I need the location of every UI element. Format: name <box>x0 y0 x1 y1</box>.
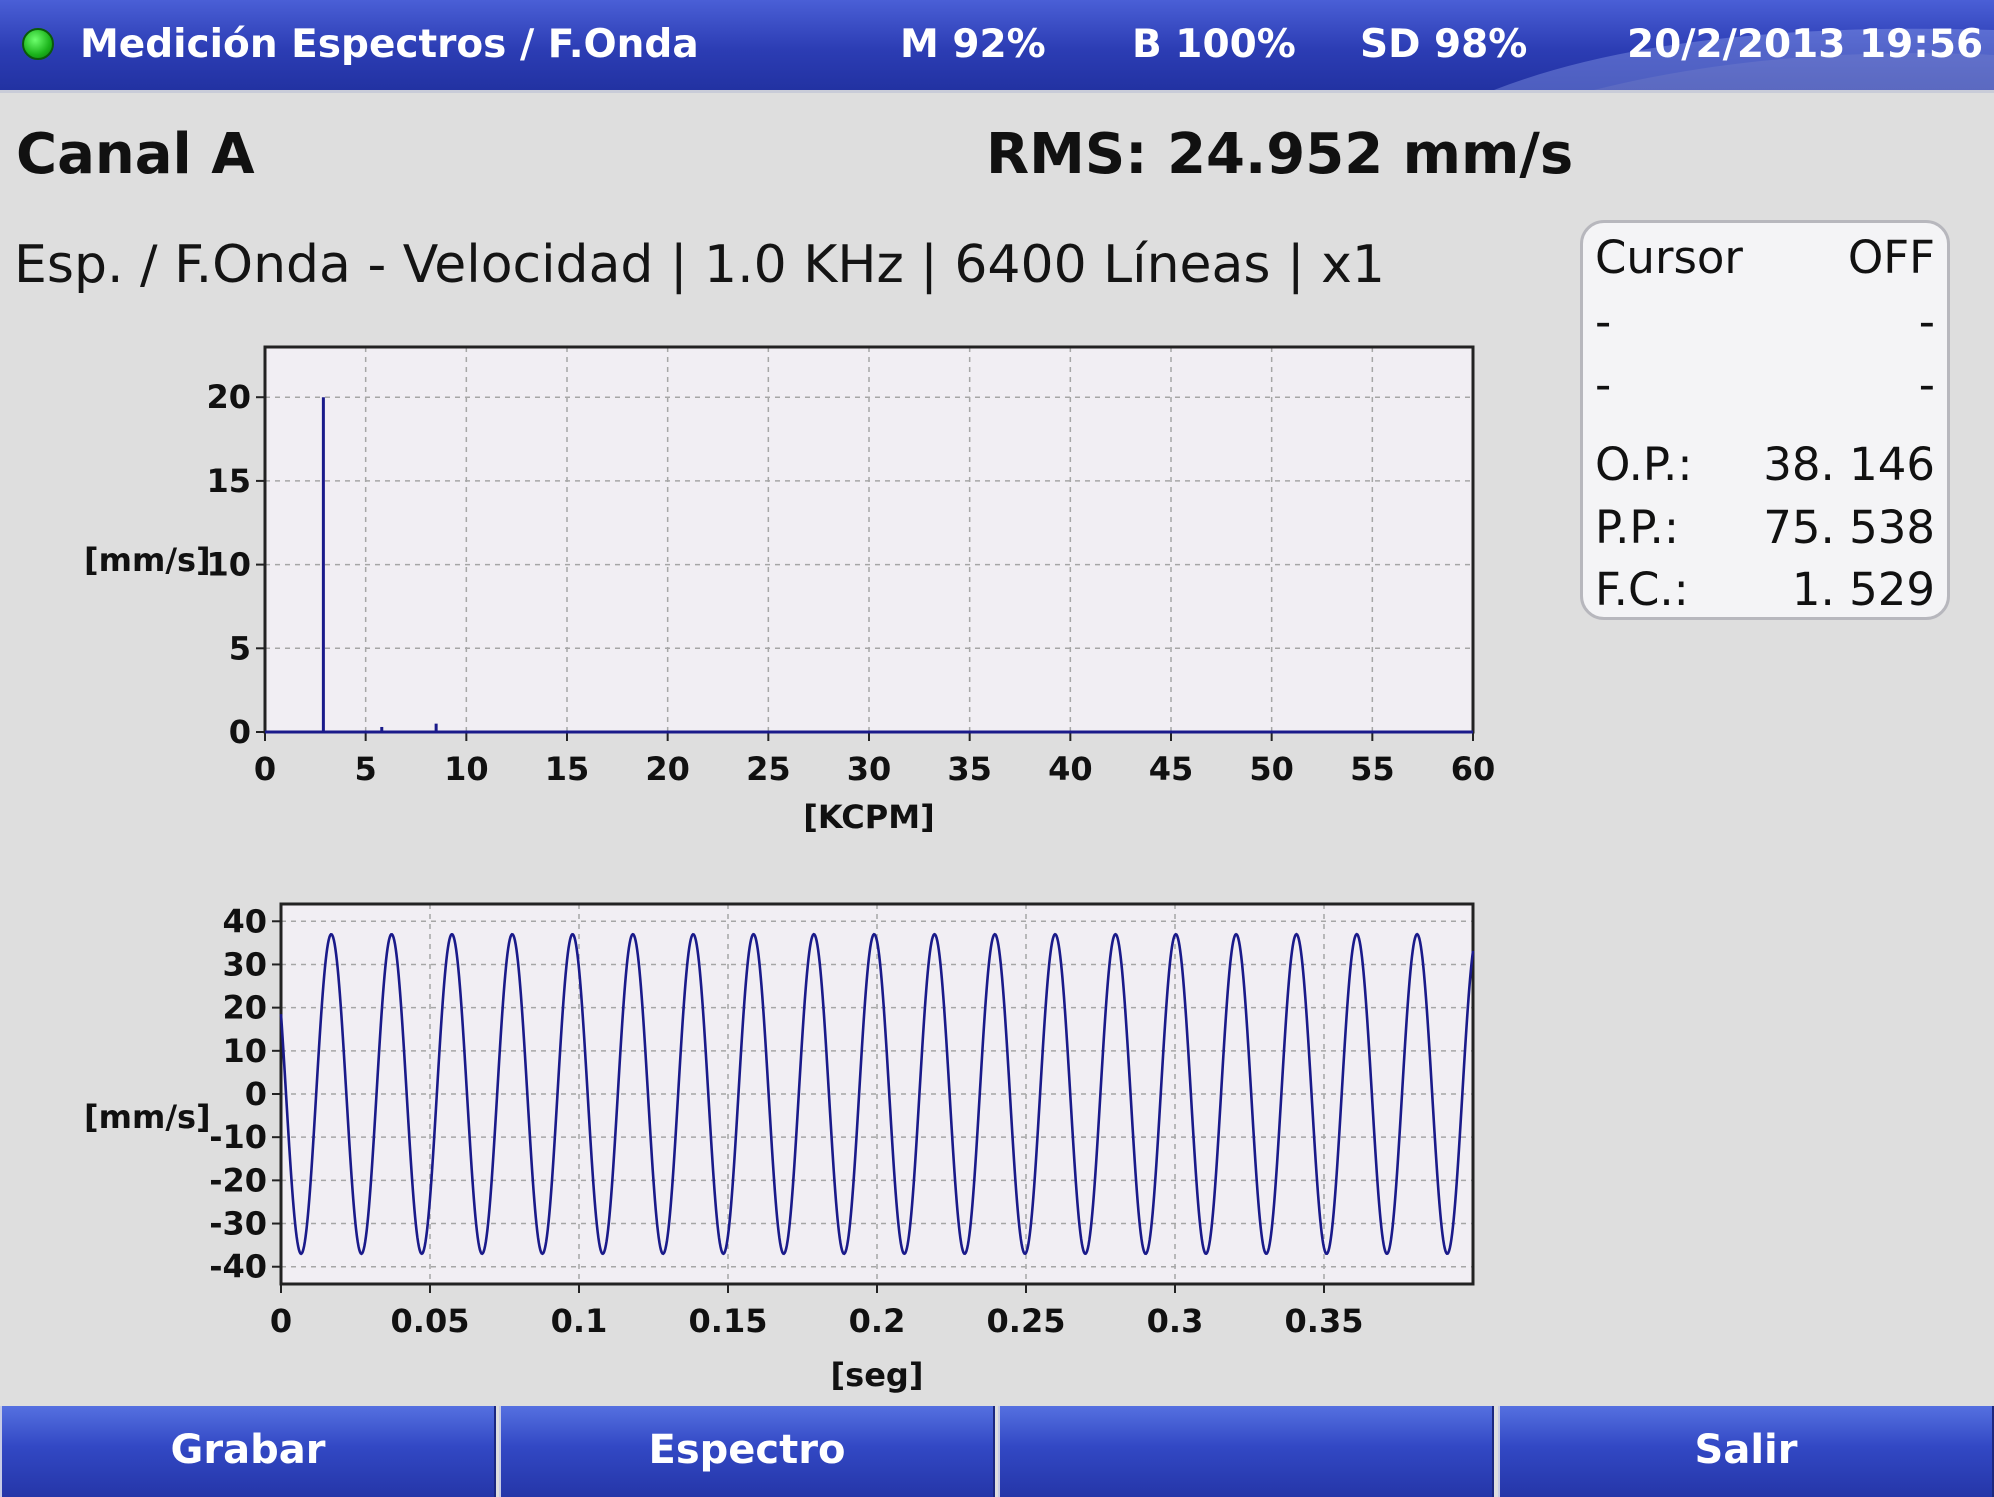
waveform-x-tick-label: 0.35 <box>1285 1302 1364 1340</box>
crest-factor-row: F.C.: 1. 529 <box>1595 563 1935 623</box>
waveform-y-tick-label: 10 <box>222 1032 267 1070</box>
cursor-row-value: - <box>1918 358 1935 411</box>
grabar-button[interactable]: Grabar <box>0 1406 496 1497</box>
status-led-icon <box>22 28 54 60</box>
datetime: 20/2/2013 19:56 <box>1627 22 1984 67</box>
peak-to-peak-row: P.P.: 75. 538 <box>1595 501 1935 561</box>
charts-area: 0 5 10 15 20 25 30 35 40 45 50 55 60 0 5 10 15 20 [mm/s] [K… <box>84 345 1496 1394</box>
title-bar: Medición Espectros / F.Onda M 92% B 100%… <box>0 0 1994 93</box>
battery-status: B 100% <box>1132 22 1296 67</box>
overall-peak-row: O.P.: 38. 146 <box>1595 438 1935 498</box>
waveform-y-tick-label: -10 <box>209 1118 267 1156</box>
overall-peak-label: O.P.: <box>1595 438 1693 491</box>
empty-softkey[interactable] <box>998 1406 1494 1497</box>
spectrum-y-tick-label: 0 <box>229 713 251 751</box>
spectrum-y-tick-label: 5 <box>229 629 251 667</box>
waveform-x-tick-label: 0.25 <box>987 1302 1066 1340</box>
spectrum-x-tick-label: 40 <box>1048 750 1093 788</box>
spectrum-y-axis-label: [mm/s] <box>84 541 211 579</box>
spectrum-x-tick-label: 30 <box>847 750 892 788</box>
waveform-x-tick-label: 0.1 <box>551 1302 608 1340</box>
rms-value: RMS: 24.952 mm/s <box>986 122 1574 187</box>
waveform-x-tick-label: 0.2 <box>849 1302 906 1340</box>
crest-factor-value: 1. 529 <box>1791 563 1935 616</box>
spectrum-x-tick-label: 5 <box>355 750 377 788</box>
spectrum-x-tick-label: 55 <box>1350 750 1395 788</box>
spectrum-y-tick-label: 20 <box>206 378 251 416</box>
spectrum-x-tick-label: 10 <box>444 750 489 788</box>
cursor-row-2: - - <box>1595 358 1935 418</box>
waveform-y-tick-label: 30 <box>222 945 267 983</box>
sd-card-status: SD 98% <box>1360 22 1528 67</box>
spectrum-x-tick-label: 60 <box>1451 750 1496 788</box>
waveform-x-tick-label: 0.3 <box>1147 1302 1204 1340</box>
measurement-description: Esp. / F.Onda - Velocidad | 1.0 KHz | 64… <box>14 235 1385 295</box>
spectrum-x-tick-label: 50 <box>1249 750 1294 788</box>
crest-factor-label: F.C.: <box>1595 563 1689 616</box>
spectrum-x-tick-label: 35 <box>947 750 992 788</box>
spectrum-y-tick-label: 10 <box>206 546 251 584</box>
spectrum-x-tick-label: 45 <box>1149 750 1194 788</box>
waveform-y-tick-label: -40 <box>209 1248 267 1286</box>
waveform-x-tick-label: 0 <box>270 1302 292 1340</box>
peak-to-peak-label: P.P.: <box>1595 501 1680 554</box>
cursor-row-label: - <box>1595 295 1612 348</box>
spectrum-x-tick-label: 25 <box>746 750 791 788</box>
memory-status: M 92% <box>900 22 1046 67</box>
salir-button[interactable]: Salir <box>1498 1406 1994 1497</box>
waveform-y-tick-label: -20 <box>209 1161 267 1199</box>
waveform-y-tick-label: -30 <box>209 1205 267 1243</box>
waveform-y-tick-label: 40 <box>222 902 267 940</box>
cursor-row-value: - <box>1918 295 1935 348</box>
cursor-row-label: - <box>1595 358 1612 411</box>
waveform-x-tick-label: 0.15 <box>689 1302 768 1340</box>
spectrum-x-tick-label: 20 <box>645 750 690 788</box>
spectrum-x-tick-label: 15 <box>545 750 590 788</box>
waveform-x-axis-label: [seg] <box>831 1356 924 1394</box>
waveform-y-tick-label: 20 <box>222 989 267 1027</box>
spectrum-x-tick-label: 0 <box>254 750 276 788</box>
waveform-y-tick-label: 0 <box>245 1075 267 1113</box>
cursor-label: Cursor <box>1595 231 1743 284</box>
cursor-panel: Cursor OFF - - - - O.P.: 38. 146 P.P.: 7… <box>1580 220 1950 620</box>
spectrum-x-axis-label: [KCPM] <box>803 798 934 836</box>
waveform-series-line <box>279 932 1475 1256</box>
spectrum-y-tick-label: 15 <box>206 462 251 500</box>
cursor-state: OFF <box>1847 231 1935 284</box>
espectro-button[interactable]: Espectro <box>499 1406 995 1497</box>
waveform-y-axis-label: [mm/s] <box>84 1098 211 1136</box>
title-bar-decoration <box>1494 28 1994 90</box>
overall-peak-value: 38. 146 <box>1763 438 1935 491</box>
cursor-row-1: - - <box>1595 295 1935 355</box>
waveform-x-tick-label: 0.05 <box>391 1302 470 1340</box>
softkey-bar: Grabar Espectro Salir <box>0 1406 1994 1497</box>
screen-title: Medición Espectros / F.Onda <box>80 22 699 67</box>
channel-label: Canal A <box>16 122 255 187</box>
peak-to-peak-value: 75. 538 <box>1763 501 1935 554</box>
cursor-header-row: Cursor OFF <box>1595 231 1935 291</box>
